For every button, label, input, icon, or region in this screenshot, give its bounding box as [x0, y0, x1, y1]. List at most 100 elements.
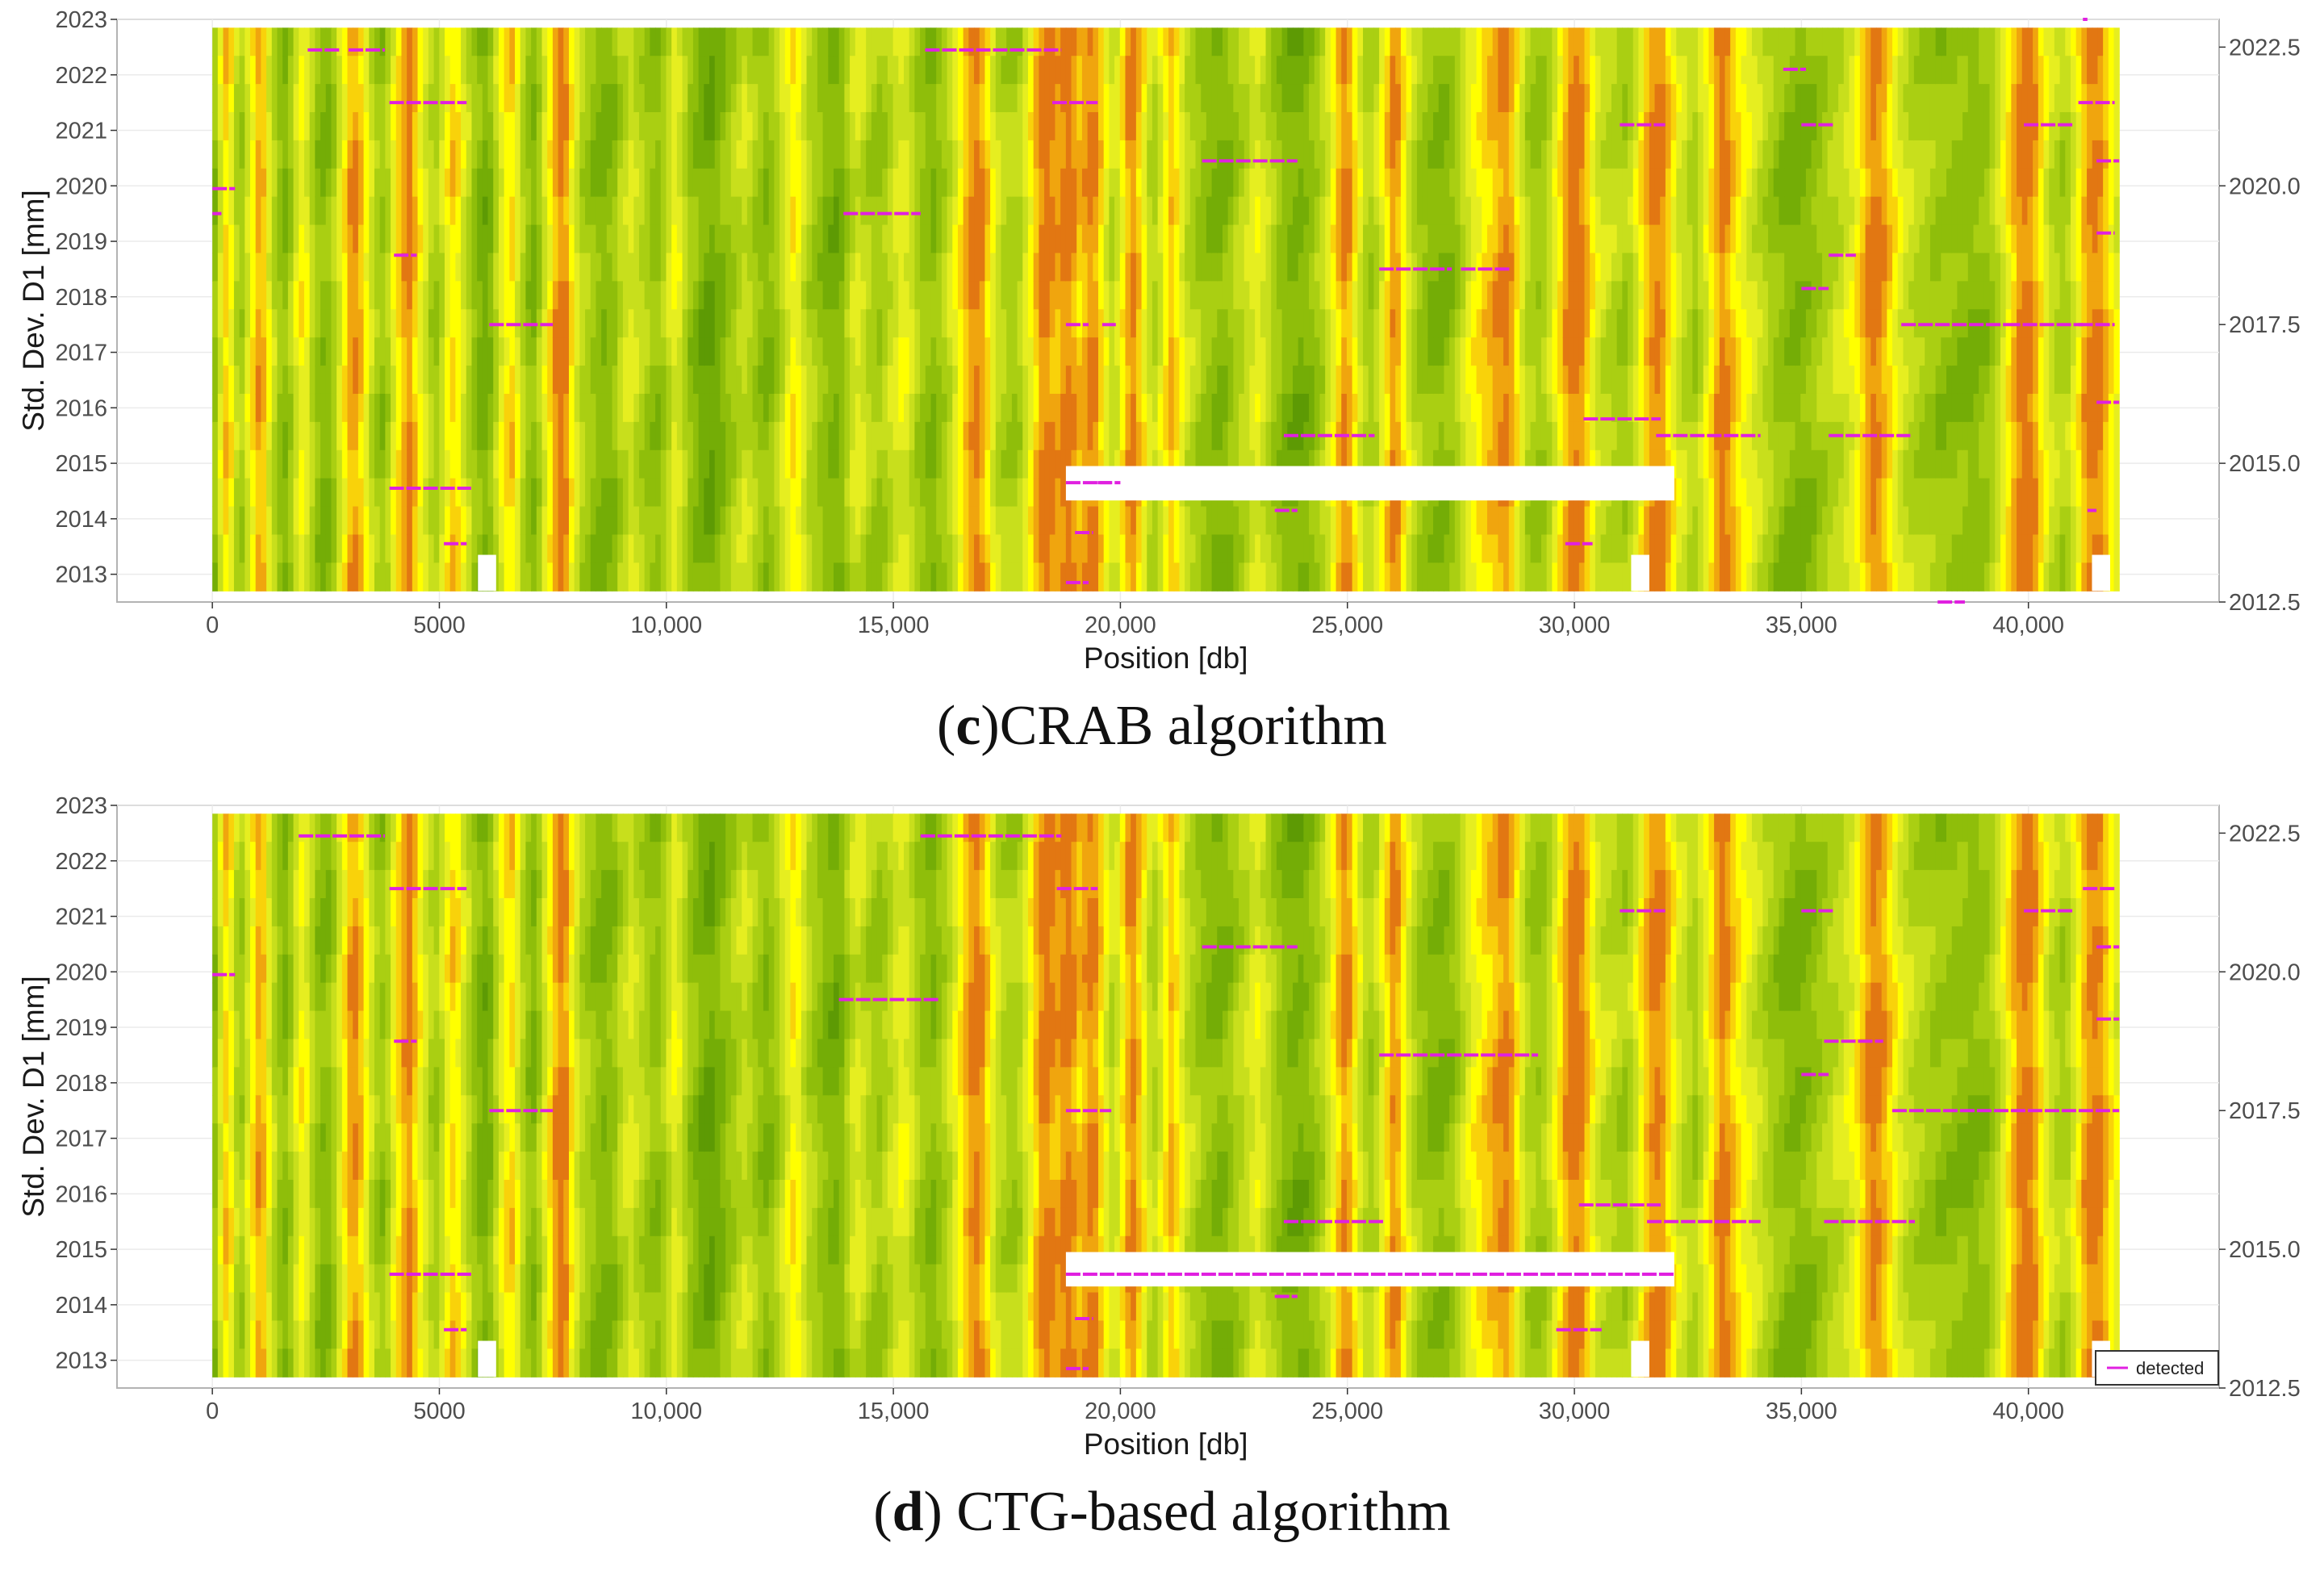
- heatmap-cell: [563, 478, 570, 508]
- heatmap-cell: [644, 309, 650, 338]
- heatmap-cell: [671, 168, 678, 198]
- heatmap-cell: [536, 196, 543, 226]
- heatmap-cell: [1319, 112, 1326, 141]
- heatmap-cell: [255, 506, 261, 536]
- heatmap-cell: [1195, 337, 1202, 366]
- heatmap-cell: [1352, 224, 1358, 254]
- heatmap-cell: [228, 449, 235, 479]
- heatmap-cell: [1492, 562, 1498, 592]
- heatmap-cell: [233, 168, 240, 198]
- heatmap-cell: [774, 506, 780, 536]
- heatmap-cell: [461, 253, 467, 282]
- heatmap-cell: [1514, 140, 1520, 169]
- heatmap-cell: [428, 253, 435, 282]
- heatmap-cell: [941, 421, 948, 451]
- heatmap-cell: [1335, 84, 1342, 113]
- heatmap-cell: [1395, 168, 1402, 198]
- heatmap-cell: [979, 224, 986, 254]
- heatmap-cell: [1055, 253, 1061, 282]
- heatmap-cell: [601, 27, 608, 56]
- heatmap-cell: [1189, 366, 1197, 395]
- heatmap-cell: [374, 478, 381, 508]
- heatmap-cell: [547, 337, 554, 366]
- heatmap-cell: [860, 27, 867, 56]
- heatmap-cell: [1065, 421, 1072, 451]
- heatmap-cell: [568, 478, 575, 508]
- heatmap-cell: [568, 27, 575, 56]
- heatmap-cell: [957, 27, 964, 56]
- heatmap-cell: [844, 478, 851, 508]
- heatmap-cell: [1135, 421, 1143, 451]
- heatmap-cell: [277, 309, 283, 338]
- heatmap-cell: [1546, 27, 1553, 56]
- heatmap-cell: [763, 393, 770, 423]
- heatmap-cell: [780, 56, 786, 85]
- heatmap-cell: [1368, 84, 1375, 113]
- heatmap-cell: [752, 281, 759, 310]
- heatmap-cell: [1071, 366, 1077, 395]
- heatmap-cell: [385, 168, 391, 198]
- heatmap-cell: [758, 337, 764, 366]
- heatmap-cell: [541, 562, 548, 592]
- heatmap-cell: [1211, 27, 1218, 56]
- heatmap-cell: [303, 337, 311, 366]
- heatmap-cell: [650, 393, 656, 423]
- heatmap-cell: [644, 478, 650, 508]
- heatmap-cell: [558, 534, 564, 563]
- heatmap-cell: [617, 112, 624, 141]
- heatmap-cell: [833, 84, 840, 113]
- heatmap-cell: [331, 56, 337, 85]
- heatmap-cell: [552, 112, 559, 141]
- heatmap-cell: [790, 337, 796, 366]
- heatmap-cell: [1125, 534, 1131, 563]
- heatmap-cell: [1103, 506, 1110, 536]
- heatmap-cell: [1189, 393, 1197, 423]
- heatmap-cell: [968, 140, 975, 169]
- heatmap-cell: [904, 168, 910, 198]
- heatmap-cell: [428, 478, 435, 508]
- heatmap-cell: [1211, 84, 1218, 113]
- heatmap-cell: [574, 84, 580, 113]
- heatmap-cell: [952, 224, 959, 254]
- heatmap-cell: [984, 309, 991, 338]
- heatmap-cell: [1081, 281, 1089, 310]
- heatmap-cell: [385, 309, 391, 338]
- heatmap-cell: [1071, 421, 1077, 451]
- heatmap-cell: [1103, 281, 1110, 310]
- heatmap-cell: [676, 224, 683, 254]
- heatmap-cell: [790, 421, 796, 451]
- heatmap-cell: [855, 393, 862, 423]
- heatmap-cell: [1406, 421, 1412, 451]
- heatmap-cell: [952, 478, 959, 508]
- heatmap-cell: [1552, 168, 1558, 198]
- heatmap-cell: [1492, 56, 1498, 85]
- heatmap-cell: [1055, 506, 1061, 536]
- heatmap-cell: [984, 84, 991, 113]
- heatmap-cell: [1071, 27, 1077, 56]
- heatmap-cell: [228, 562, 235, 592]
- heatmap-cell: [947, 140, 953, 169]
- heatmap-cell: [1114, 253, 1121, 282]
- heatmap-cell: [1508, 366, 1515, 395]
- heatmap-cell: [1179, 337, 1185, 366]
- heatmap-cell: [1379, 196, 1386, 226]
- heatmap-cell: [1411, 506, 1418, 536]
- heatmap-cell: [482, 196, 489, 226]
- heatmap-cell: [401, 366, 408, 395]
- heatmap-cell: [947, 562, 953, 592]
- heatmap-cell: [682, 309, 688, 338]
- heatmap-cell: [1147, 281, 1153, 310]
- heatmap-cell: [1379, 562, 1386, 592]
- heatmap-cell: [644, 84, 650, 113]
- heatmap-cell: [1416, 449, 1423, 479]
- heatmap-cell: [666, 309, 672, 338]
- heatmap-cell: [277, 84, 283, 113]
- heatmap-cell: [1125, 168, 1131, 198]
- heatmap-cell: [1536, 421, 1542, 451]
- heatmap-cell: [1330, 421, 1337, 451]
- heatmap-cell: [412, 56, 419, 85]
- heatmap-cell: [374, 534, 381, 563]
- heatmap-cell: [331, 224, 337, 254]
- heatmap-cell: [552, 281, 559, 310]
- heatmap-cell: [1141, 56, 1147, 85]
